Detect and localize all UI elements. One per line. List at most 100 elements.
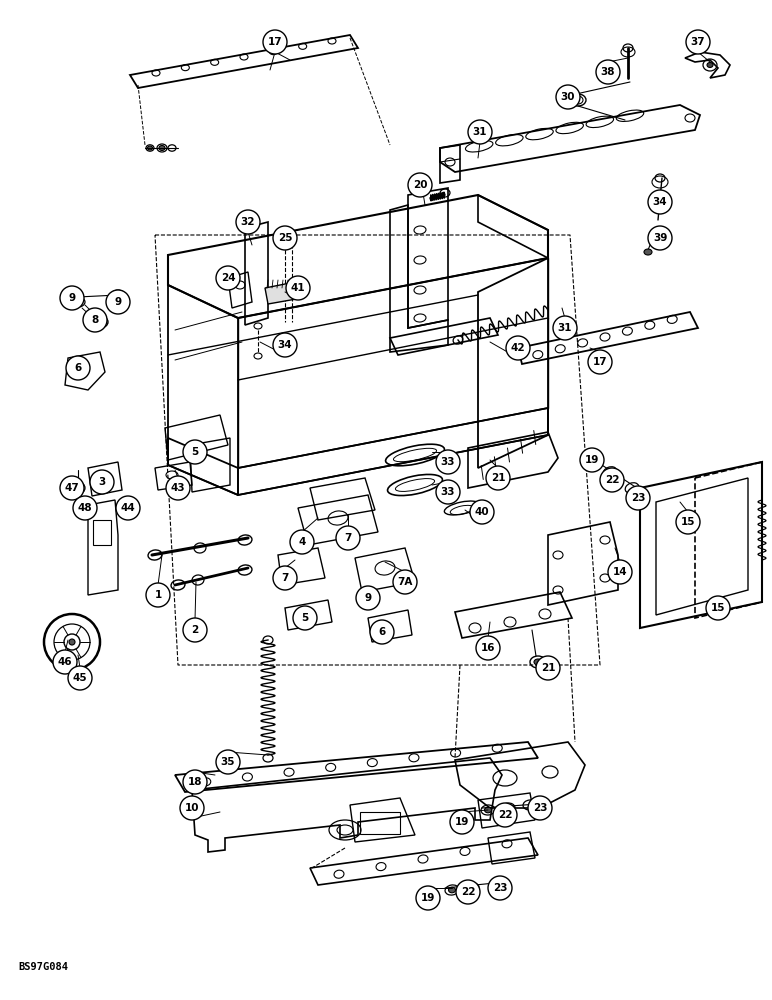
Circle shape [450, 810, 474, 834]
Circle shape [273, 226, 297, 250]
Ellipse shape [114, 292, 121, 298]
Ellipse shape [85, 506, 91, 510]
Text: 31: 31 [557, 323, 572, 333]
Circle shape [60, 476, 84, 500]
Text: 6: 6 [74, 363, 82, 373]
Text: 45: 45 [73, 673, 87, 683]
Bar [93, 520, 111, 545]
Circle shape [106, 290, 130, 314]
Circle shape [468, 120, 492, 144]
Circle shape [236, 210, 260, 234]
Ellipse shape [504, 805, 512, 811]
Ellipse shape [75, 299, 82, 305]
Circle shape [470, 500, 494, 524]
Text: 23: 23 [631, 493, 645, 503]
Text: 41: 41 [291, 283, 305, 293]
Text: 14: 14 [613, 567, 628, 577]
Text: 5: 5 [301, 613, 309, 623]
Circle shape [580, 448, 604, 472]
Text: 1: 1 [154, 590, 161, 600]
Text: 9: 9 [114, 297, 121, 307]
Text: 8: 8 [91, 315, 99, 325]
Circle shape [183, 618, 207, 642]
Text: 33: 33 [441, 487, 455, 497]
Circle shape [488, 876, 512, 900]
Circle shape [493, 803, 517, 827]
Text: 19: 19 [421, 893, 435, 903]
Text: 21: 21 [540, 663, 555, 673]
Circle shape [436, 450, 460, 474]
Text: 17: 17 [593, 357, 608, 367]
Circle shape [83, 308, 107, 332]
Text: 19: 19 [455, 817, 469, 827]
Circle shape [506, 336, 530, 360]
Text: 3: 3 [98, 477, 106, 487]
Circle shape [456, 880, 480, 904]
Circle shape [370, 620, 394, 644]
Circle shape [166, 476, 190, 500]
Text: 46: 46 [58, 657, 73, 667]
Polygon shape [265, 282, 302, 304]
Circle shape [486, 466, 510, 490]
Circle shape [293, 606, 317, 630]
Ellipse shape [644, 249, 652, 255]
Text: 42: 42 [511, 343, 525, 353]
Text: 19: 19 [585, 455, 599, 465]
Text: 37: 37 [691, 37, 706, 47]
Text: 10: 10 [185, 803, 199, 813]
Circle shape [68, 666, 92, 690]
Circle shape [216, 266, 240, 290]
Text: 23: 23 [493, 883, 507, 893]
Circle shape [356, 586, 380, 610]
Circle shape [608, 560, 632, 584]
Text: 40: 40 [475, 507, 489, 517]
Text: 20: 20 [413, 180, 427, 190]
Bar [360, 812, 400, 834]
Text: 7A: 7A [398, 577, 413, 587]
Ellipse shape [534, 659, 542, 665]
Circle shape [263, 30, 287, 54]
Circle shape [588, 350, 612, 374]
Circle shape [416, 886, 440, 910]
Circle shape [183, 440, 207, 464]
Text: 17: 17 [268, 37, 283, 47]
Ellipse shape [469, 885, 476, 891]
Circle shape [408, 173, 432, 197]
Circle shape [536, 656, 560, 680]
Text: 38: 38 [601, 67, 615, 77]
Text: 4: 4 [298, 537, 306, 547]
Text: 43: 43 [171, 483, 185, 493]
Circle shape [336, 526, 360, 550]
Text: 35: 35 [221, 757, 235, 767]
Text: 22: 22 [498, 810, 513, 820]
Ellipse shape [607, 469, 614, 475]
Text: 47: 47 [65, 483, 80, 493]
Text: 22: 22 [461, 887, 476, 897]
Text: 9: 9 [364, 593, 371, 603]
Circle shape [553, 316, 577, 340]
Text: 18: 18 [188, 777, 202, 787]
Circle shape [393, 570, 417, 594]
Text: 16: 16 [481, 643, 496, 653]
Text: 23: 23 [533, 803, 547, 813]
Circle shape [528, 796, 552, 820]
Circle shape [686, 30, 710, 54]
Circle shape [290, 530, 314, 554]
Text: 24: 24 [221, 273, 235, 283]
Text: 21: 21 [491, 473, 505, 483]
Circle shape [273, 333, 297, 357]
Text: 48: 48 [78, 503, 93, 513]
Circle shape [648, 226, 672, 250]
Text: 5: 5 [191, 447, 198, 457]
Text: 15: 15 [711, 603, 725, 613]
Ellipse shape [588, 455, 595, 461]
Circle shape [476, 636, 500, 660]
Text: 25: 25 [278, 233, 293, 243]
Text: 34: 34 [278, 340, 293, 350]
Text: 30: 30 [560, 92, 575, 102]
Ellipse shape [147, 146, 153, 150]
Circle shape [183, 770, 207, 794]
Text: 31: 31 [472, 127, 487, 137]
Text: 32: 32 [241, 217, 256, 227]
Ellipse shape [364, 595, 371, 601]
